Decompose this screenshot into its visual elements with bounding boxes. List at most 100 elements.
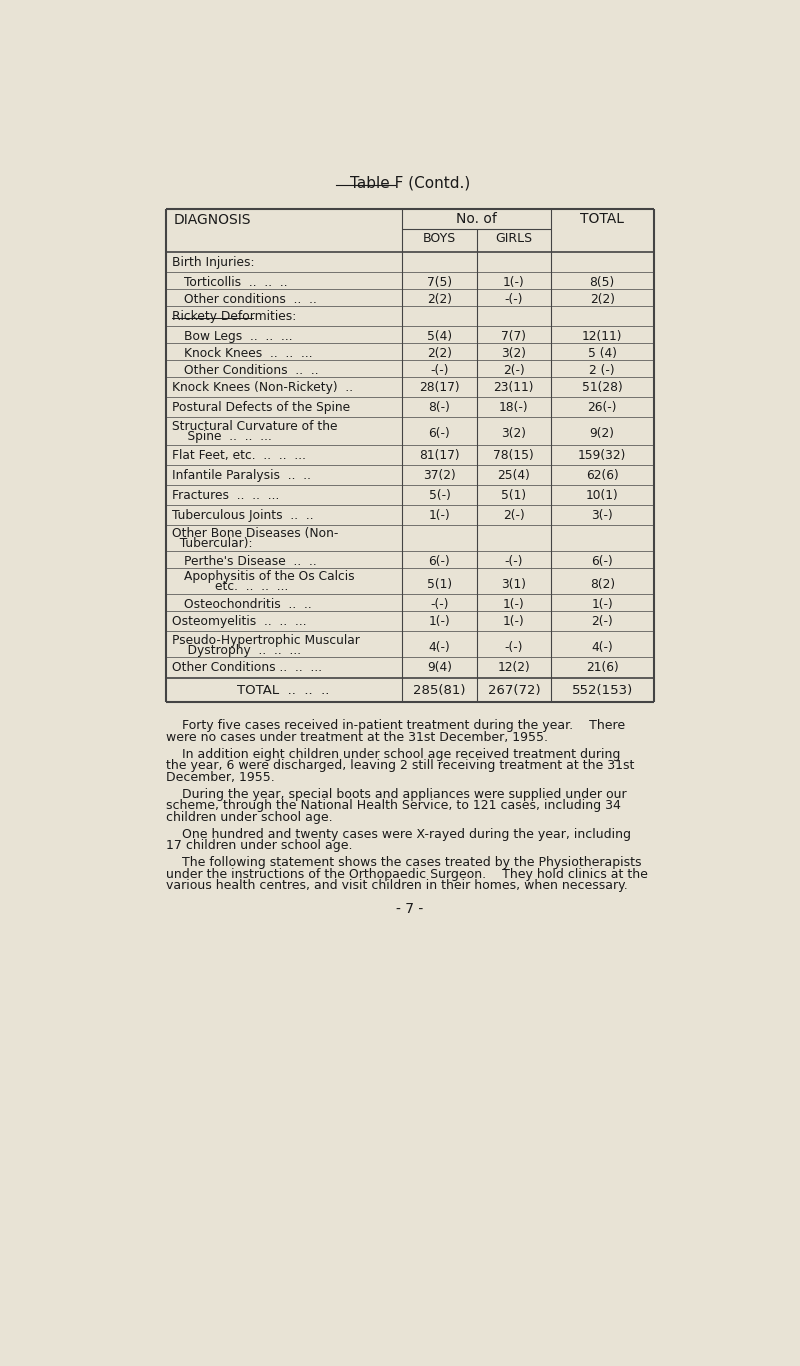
Text: scheme, through the National Health Service, to 121 cases, including 34: scheme, through the National Health Serv… [166,799,621,813]
Text: 17 children under school age.: 17 children under school age. [166,839,352,852]
Text: 25(4): 25(4) [498,469,530,482]
Text: 1(-): 1(-) [429,510,450,522]
Text: 2(-): 2(-) [503,363,525,377]
Text: DIAGNOSIS: DIAGNOSIS [174,213,251,227]
Text: under the instructions of the Orthopaedic Surgeon.    They hold clinics at the: under the instructions of the Orthopaedi… [166,867,648,881]
Text: Apophysitis of the Os Calcis: Apophysitis of the Os Calcis [185,571,355,583]
Text: In addition eight children under school age received treatment during: In addition eight children under school … [166,747,620,761]
Text: -(-): -(-) [505,641,523,654]
Text: were no cases under treatment at the 31st December, 1955.: were no cases under treatment at the 31s… [166,731,548,743]
Text: 8(2): 8(2) [590,578,614,590]
Text: TOTAL: TOTAL [580,213,624,227]
Text: 1(-): 1(-) [503,615,525,628]
Text: 12(11): 12(11) [582,329,622,343]
Text: One hundred and twenty cases were X-rayed during the year, including: One hundred and twenty cases were X-raye… [166,828,631,840]
Text: 285(81): 285(81) [413,683,466,697]
Text: 6(-): 6(-) [429,426,450,440]
Text: During the year, special boots and appliances were supplied under our: During the year, special boots and appli… [166,788,626,800]
Text: 5(1): 5(1) [502,489,526,503]
Text: 2(-): 2(-) [503,510,525,522]
Text: Spine  ..  ..  ...: Spine .. .. ... [172,429,272,443]
Text: Knock Knees  ..  ..  ...: Knock Knees .. .. ... [185,347,313,359]
Text: No. of: No. of [456,213,497,227]
Text: Other conditions  ..  ..: Other conditions .. .. [185,292,318,306]
Text: 5(-): 5(-) [429,489,450,503]
Text: Forty five cases received in-patient treatment during the year.    There: Forty five cases received in-patient tre… [166,719,625,732]
Text: Dystrophy  ..  ..  ...: Dystrophy .. .. ... [172,643,301,657]
Text: 3(1): 3(1) [502,578,526,590]
Text: 267(72): 267(72) [487,683,540,697]
Text: 2(2): 2(2) [427,347,452,359]
Text: 7(5): 7(5) [427,276,452,288]
Text: Flat Feet, etc.  ..  ..  ...: Flat Feet, etc. .. .. ... [172,449,306,462]
Text: -(-): -(-) [430,363,449,377]
Text: 10(1): 10(1) [586,489,618,503]
Text: BOYS: BOYS [423,232,456,245]
Text: 3(2): 3(2) [502,426,526,440]
Text: 2 (-): 2 (-) [590,363,615,377]
Text: 3(2): 3(2) [502,347,526,359]
Text: Fractures  ..  ..  ...: Fractures .. .. ... [172,489,279,503]
Text: 4(-): 4(-) [429,641,450,654]
Text: The following statement shows the cases treated by the Physiotherapists: The following statement shows the cases … [166,856,642,869]
Text: 7(7): 7(7) [502,329,526,343]
Text: 2(2): 2(2) [427,292,452,306]
Text: Rickety Deformities:: Rickety Deformities: [172,310,296,324]
Text: 21(6): 21(6) [586,661,618,675]
Text: Bow Legs  ..  ..  ...: Bow Legs .. .. ... [185,329,293,343]
Text: 3(-): 3(-) [591,510,613,522]
Text: 6(-): 6(-) [591,555,613,568]
Text: -(-): -(-) [505,292,523,306]
Text: -(-): -(-) [505,555,523,568]
Text: 159(32): 159(32) [578,449,626,462]
Text: - 7 -: - 7 - [396,903,424,917]
Text: Birth Injuries:: Birth Injuries: [172,257,254,269]
Text: the year, 6 were discharged, leaving 2 still receiving treatment at the 31st: the year, 6 were discharged, leaving 2 s… [166,759,634,772]
Text: Structural Curvature of the: Structural Curvature of the [172,419,338,433]
Text: 5(4): 5(4) [427,329,452,343]
Text: children under school age.: children under school age. [166,810,333,824]
Text: Osteochondritis  ..  ..: Osteochondritis .. .. [185,598,312,611]
Text: 6(-): 6(-) [429,555,450,568]
Text: 1(-): 1(-) [429,615,450,628]
Text: 81(17): 81(17) [419,449,460,462]
Text: GIRLS: GIRLS [495,232,533,245]
Text: 28(17): 28(17) [419,381,460,395]
Text: Table F (Contd.): Table F (Contd.) [350,175,470,190]
Text: 4(-): 4(-) [591,641,613,654]
Text: 62(6): 62(6) [586,469,618,482]
Text: Osteomyelitis  ..  ..  ...: Osteomyelitis .. .. ... [172,615,306,628]
Text: -(-): -(-) [430,598,449,611]
Text: 5(1): 5(1) [427,578,452,590]
Text: 2(-): 2(-) [591,615,613,628]
Text: 8(5): 8(5) [590,276,615,288]
Text: TOTAL  ..  ..  ..: TOTAL .. .. .. [238,683,330,697]
Text: Other Bone Diseases (Non-: Other Bone Diseases (Non- [172,527,338,541]
Text: 78(15): 78(15) [494,449,534,462]
Text: Other Conditions ..  ..  ...: Other Conditions .. .. ... [172,661,322,675]
Text: Postural Defects of the Spine: Postural Defects of the Spine [172,402,350,414]
Text: 51(28): 51(28) [582,381,622,395]
Text: Torticollis  ..  ..  ..: Torticollis .. .. .. [185,276,288,288]
Text: etc.  ..  ..  ...: etc. .. .. ... [185,581,289,593]
Text: various health centres, and visit children in their homes, when necessary.: various health centres, and visit childr… [166,880,628,892]
Text: 1(-): 1(-) [591,598,613,611]
Text: Tubercular):: Tubercular): [172,537,253,550]
Text: 37(2): 37(2) [423,469,456,482]
Text: Other Conditions  ..  ..: Other Conditions .. .. [185,363,319,377]
Text: 23(11): 23(11) [494,381,534,395]
Text: 9(2): 9(2) [590,426,614,440]
Text: 8(-): 8(-) [429,402,450,414]
Text: 2(2): 2(2) [590,292,614,306]
Text: 12(2): 12(2) [498,661,530,675]
Text: December, 1955.: December, 1955. [166,770,274,784]
Text: 26(-): 26(-) [587,402,617,414]
Text: Pseudo-Hypertrophic Muscular: Pseudo-Hypertrophic Muscular [172,634,360,646]
Text: 5 (4): 5 (4) [588,347,617,359]
Text: 18(-): 18(-) [499,402,529,414]
Text: 552(153): 552(153) [571,683,633,697]
Text: 9(4): 9(4) [427,661,452,675]
Text: Perthe's Disease  ..  ..: Perthe's Disease .. .. [185,555,318,568]
Text: Knock Knees (Non-Rickety)  ..: Knock Knees (Non-Rickety) .. [172,381,354,395]
Text: Infantile Paralysis  ..  ..: Infantile Paralysis .. .. [172,469,311,482]
